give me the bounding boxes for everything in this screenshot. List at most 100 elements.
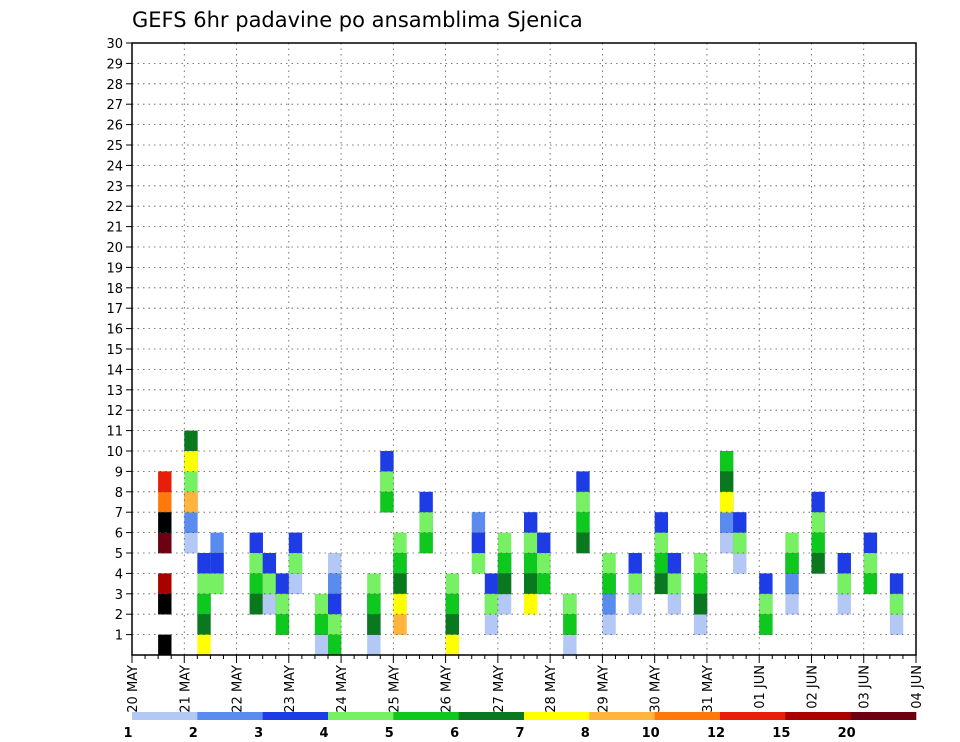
- heatmap-cell: [733, 553, 747, 574]
- x-axis-ticks: 20 MAY 21 MAY 22 MAY 23 MAY 24 MAY 25 MAY 26 M…: [126, 655, 925, 713]
- heatmap-cell: [471, 512, 486, 533]
- heatmap-cell: [720, 532, 734, 554]
- heatmap-cell: [197, 573, 211, 595]
- y-axis-ticks: 1234567891011121314151617181920212223242…: [106, 37, 132, 644]
- legend-swatch: [262, 712, 329, 720]
- y-tick-label: 30: [106, 37, 123, 52]
- heatmap-cell: [785, 532, 799, 554]
- heatmap-cell: [288, 573, 303, 595]
- heatmap-cell: [667, 573, 682, 595]
- heatmap-cell: [158, 512, 172, 533]
- heatmap-cell: [197, 634, 211, 656]
- heatmap-cell: [537, 532, 551, 554]
- heatmap-cell: [288, 532, 303, 554]
- heatmap-cell: [328, 614, 342, 635]
- heatmap-cell: [563, 593, 577, 615]
- legend-label: 1: [123, 726, 132, 741]
- heatmap-cell: [314, 614, 329, 635]
- y-tick-label: 17: [106, 302, 123, 317]
- legend-label: 12: [707, 726, 725, 741]
- heatmap-cell: [524, 553, 538, 574]
- y-tick-label: 19: [106, 261, 123, 276]
- heatmap-cell: [184, 451, 198, 472]
- heatmap-cell: [275, 593, 290, 615]
- heatmap-cell: [445, 573, 459, 595]
- y-tick-label: 5: [115, 547, 123, 562]
- heatmap-cell: [275, 614, 290, 635]
- x-tick-label: 02 JUN: [805, 665, 820, 709]
- heatmap-cell: [158, 593, 172, 615]
- legend-swatch: [393, 712, 459, 720]
- chart-title: GEFS 6hr padavine po ansamblima Sjenica: [132, 8, 583, 32]
- heatmap-cell: [197, 553, 211, 574]
- y-tick-label: 21: [106, 221, 123, 236]
- y-tick-label: 13: [106, 384, 123, 399]
- heatmap-cell: [197, 614, 211, 635]
- legend-label: 10: [642, 726, 660, 741]
- heatmap-cell: [576, 512, 590, 533]
- heatmap-cell: [497, 593, 512, 615]
- x-tick-label: 24 MAY: [335, 665, 350, 713]
- x-tick-label: 03 JUN: [858, 665, 873, 709]
- heatmap-cell: [158, 573, 172, 595]
- heatmap-cell: [197, 593, 211, 615]
- legend-label: 7: [515, 726, 524, 741]
- x-tick-label: 22 MAY: [231, 665, 246, 713]
- heatmap-cell: [759, 593, 773, 615]
- legend-label: 2: [189, 726, 198, 741]
- y-tick-label: 10: [106, 445, 123, 460]
- y-tick-label: 27: [106, 98, 123, 113]
- y-tick-label: 12: [106, 404, 123, 419]
- heatmap-cell: [393, 593, 407, 615]
- heatmap-cell: [158, 491, 172, 513]
- y-tick-label: 24: [106, 159, 123, 174]
- heatmap-cell: [367, 614, 381, 635]
- y-tick-label: 9: [115, 465, 123, 480]
- y-tick-label: 29: [106, 57, 123, 72]
- heatmap-cell: [602, 553, 616, 574]
- legend-label: 5: [385, 726, 394, 741]
- heatmap-cell: [863, 573, 878, 595]
- heatmap-cell: [654, 532, 669, 554]
- y-tick-label: 6: [115, 527, 123, 542]
- heatmap-cell: [249, 553, 263, 574]
- legend-label: 3: [254, 726, 263, 741]
- heatmap-cell: [811, 532, 825, 554]
- x-tick-label: 28 MAY: [544, 665, 559, 713]
- x-tick-label: 31 MAY: [701, 665, 716, 713]
- heatmap-cell: [837, 573, 851, 595]
- x-tick-label: 01 JUN: [753, 665, 768, 709]
- heatmap-cell: [314, 634, 329, 656]
- heatmap-cell: [393, 573, 407, 595]
- y-tick-label: 23: [106, 180, 123, 195]
- heatmap-cell: [380, 451, 394, 472]
- heatmap-cell: [262, 593, 277, 615]
- heatmap-cell: [380, 491, 394, 513]
- y-tick-label: 4: [115, 567, 123, 582]
- heatmap-cell: [811, 553, 825, 574]
- heatmap-cell: [563, 634, 577, 656]
- heatmap-cell: [654, 512, 669, 533]
- x-tick-label: 21 MAY: [178, 665, 193, 713]
- legend-swatch: [654, 712, 721, 720]
- heatmap-cell: [184, 512, 198, 533]
- heatmap-cell: [759, 614, 773, 635]
- heatmap-cell: [537, 573, 551, 595]
- x-tick-label: 26 MAY: [440, 665, 455, 713]
- x-tick-label: 23 MAY: [283, 665, 298, 713]
- heatmap-cell: [759, 573, 773, 595]
- heatmap-cell: [563, 614, 577, 635]
- heatmap-cell: [497, 573, 512, 595]
- heatmap-cell: [693, 573, 708, 595]
- y-tick-label: 25: [106, 139, 123, 154]
- heatmap-cell: [249, 532, 263, 554]
- heatmap-cell: [524, 512, 538, 533]
- heatmap-cell: [367, 634, 381, 656]
- heatmap-cell: [889, 614, 904, 635]
- x-tick-label: 20 MAY: [126, 665, 141, 713]
- legend-swatch: [197, 712, 263, 720]
- heatmap-cell: [367, 593, 381, 615]
- heatmap-cell: [367, 573, 381, 595]
- heatmap-cell: [628, 593, 642, 615]
